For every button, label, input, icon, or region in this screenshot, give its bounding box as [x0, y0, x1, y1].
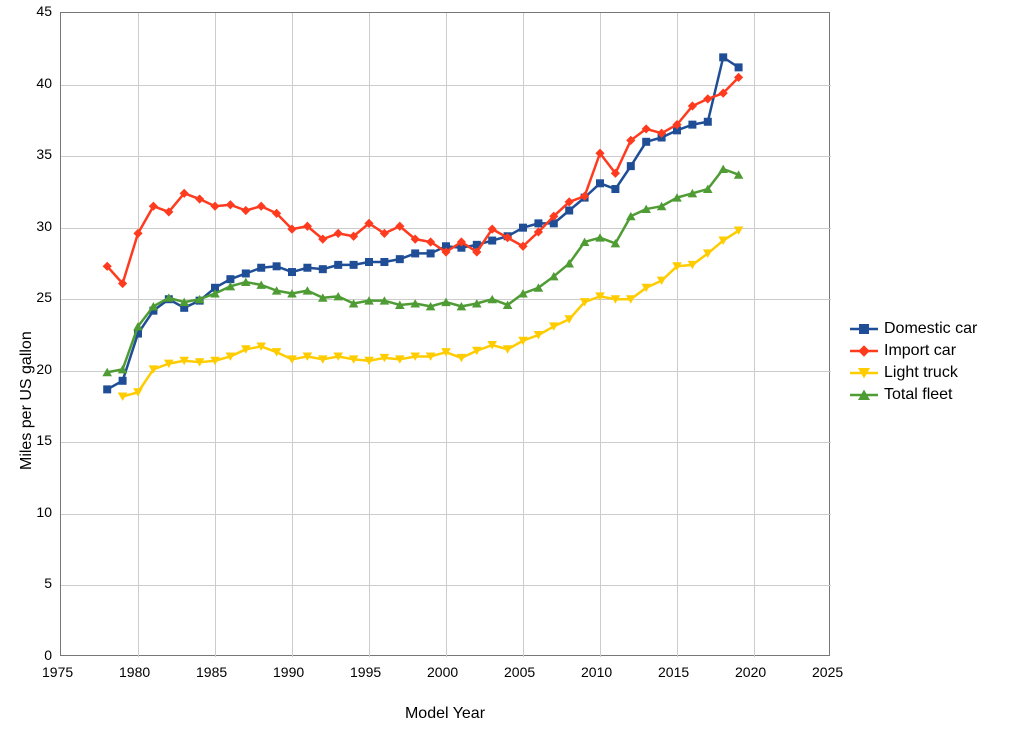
- series-marker: [226, 200, 235, 209]
- series-marker: [703, 94, 712, 103]
- y-tick-label: 35: [36, 146, 52, 162]
- series-marker: [457, 354, 467, 362]
- series-marker: [627, 162, 635, 170]
- plot-area: [60, 12, 830, 656]
- series-marker: [380, 258, 388, 266]
- legend-item: Light truck: [850, 364, 977, 382]
- series-marker: [365, 258, 373, 266]
- x-tick-label: 1980: [119, 664, 150, 680]
- series-marker: [334, 229, 343, 238]
- legend-label: Total fleet: [884, 386, 952, 404]
- series-marker: [534, 219, 542, 227]
- series-marker: [488, 237, 496, 245]
- y-tick-label: 10: [36, 504, 52, 520]
- series-marker: [565, 206, 573, 214]
- chart-container: Miles per US gallon Model Year Domestic …: [0, 0, 1024, 750]
- series-marker: [704, 118, 712, 126]
- y-tick-label: 15: [36, 432, 52, 448]
- series-marker: [319, 265, 327, 273]
- legend-swatch-icon: [850, 322, 878, 336]
- series-marker: [519, 224, 527, 232]
- series-marker: [288, 268, 296, 276]
- legend-item: Domestic car: [850, 320, 977, 338]
- series-marker: [273, 262, 281, 270]
- series-marker: [611, 185, 619, 193]
- series-marker: [334, 261, 342, 269]
- series-marker: [210, 202, 219, 211]
- series-marker: [119, 377, 127, 385]
- y-tick-label: 40: [36, 75, 52, 91]
- x-tick-label: 2015: [658, 664, 689, 680]
- y-tick-label: 5: [44, 575, 52, 591]
- legend-swatch-icon: [850, 344, 878, 358]
- series-marker: [718, 165, 728, 173]
- y-tick-label: 25: [36, 289, 52, 305]
- series-marker: [735, 63, 743, 71]
- series-marker: [350, 261, 358, 269]
- series-marker: [241, 206, 250, 215]
- y-tick-label: 30: [36, 218, 52, 234]
- x-tick-label: 1975: [42, 664, 73, 680]
- legend-label: Light truck: [884, 364, 958, 382]
- x-tick-label: 2020: [735, 664, 766, 680]
- y-tick-label: 0: [44, 647, 52, 663]
- x-axis-label: Model Year: [60, 705, 830, 723]
- legend-swatch-icon: [850, 366, 878, 380]
- legend-swatch-icon: [850, 388, 878, 402]
- series-line: [107, 57, 738, 389]
- x-tick-label: 2005: [504, 664, 535, 680]
- series-marker: [688, 121, 696, 129]
- series-marker: [719, 53, 727, 61]
- series-marker: [303, 264, 311, 272]
- series-layer: [61, 13, 831, 657]
- y-tick-label: 20: [36, 361, 52, 377]
- x-tick-label: 2010: [581, 664, 612, 680]
- x-tick-label: 2025: [812, 664, 843, 680]
- series-marker: [396, 255, 404, 263]
- legend: Domestic car Import car Light truck Total f…: [850, 316, 977, 408]
- x-tick-label: 1990: [273, 664, 304, 680]
- x-tick-label: 1995: [350, 664, 381, 680]
- series-marker: [242, 269, 250, 277]
- legend-label: Import car: [884, 342, 956, 360]
- x-tick-label: 2000: [427, 664, 458, 680]
- y-axis-label: Miles per US gallon: [18, 331, 36, 470]
- y-tick-label: 45: [36, 3, 52, 19]
- legend-label: Domestic car: [884, 320, 977, 338]
- series-marker: [257, 202, 266, 211]
- series-marker: [195, 194, 204, 203]
- legend-item: Import car: [850, 342, 977, 360]
- series-marker: [411, 249, 419, 257]
- series-marker: [103, 385, 111, 393]
- series-marker: [257, 264, 265, 272]
- x-tick-label: 1985: [196, 664, 227, 680]
- series-marker: [427, 249, 435, 257]
- series-marker: [642, 138, 650, 146]
- series-marker: [596, 179, 604, 187]
- legend-item: Total fleet: [850, 386, 977, 404]
